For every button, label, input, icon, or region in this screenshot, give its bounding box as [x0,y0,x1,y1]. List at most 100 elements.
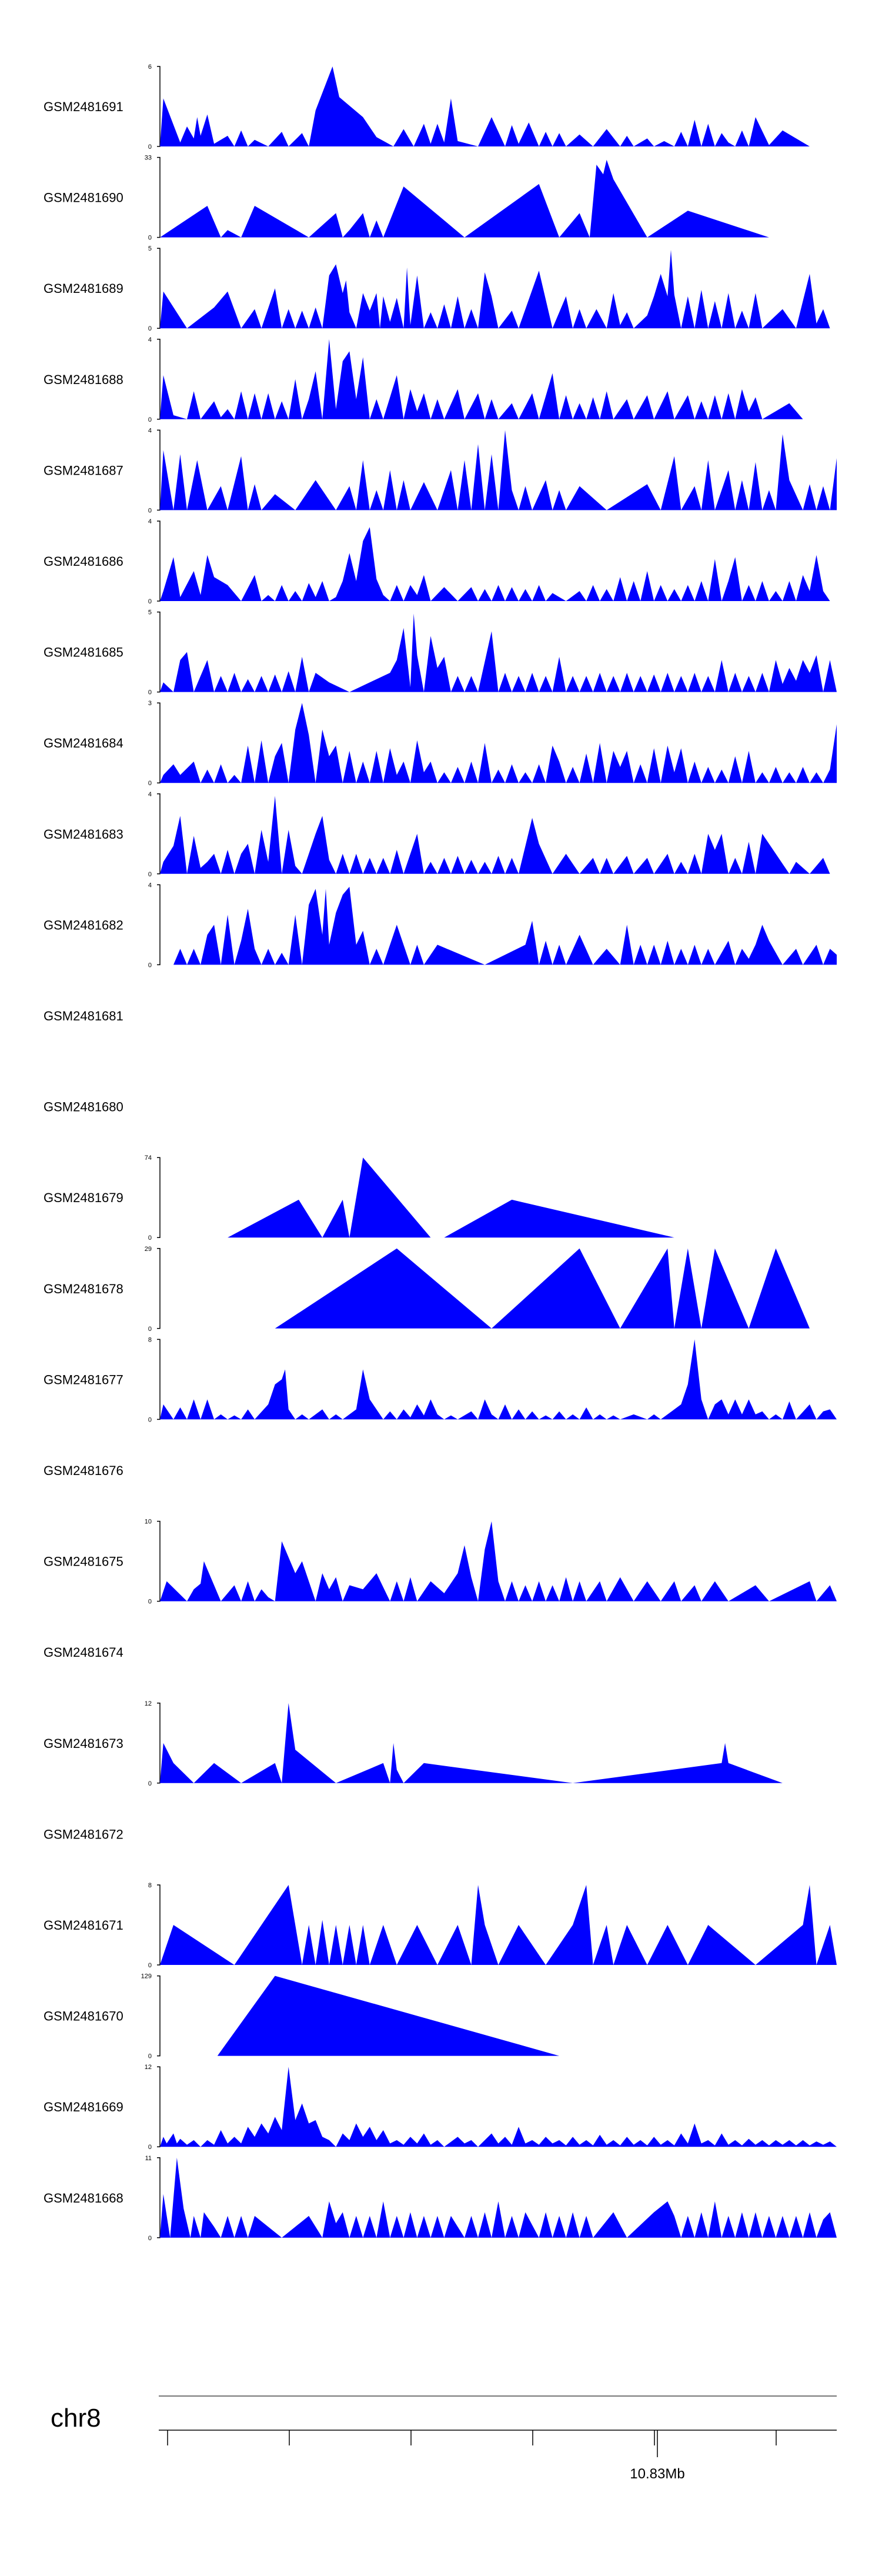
coverage-area [160,1339,837,1420]
track-ymin-label: 0 [148,507,152,514]
track-GSM2481677: GSM2481677 8 0 [44,1336,837,1423]
coverage-area [160,159,769,238]
track-ymin-label: 0 [148,962,152,969]
track-ymin-label: 0 [148,2053,152,2060]
coverage-area [275,1248,810,1329]
track-GSM2481676: GSM2481676 [44,1463,123,1478]
track-ymax-label: 33 [145,155,152,162]
track-y-axis [157,520,161,602]
track-label: GSM2481685 [44,645,123,660]
track-GSM2481673: GSM2481673 12 0 [44,1700,783,1787]
track-ymax-label: 10 [145,1519,152,1526]
track-ymax-label: 3 [148,700,152,707]
track-ymax-label: 12 [145,1700,152,1707]
track-GSM2481670: GSM2481670 129 0 [44,1973,560,2060]
track-y-axis [157,1157,161,1238]
track-label: GSM2481691 [44,99,123,114]
track-ymax-label: 4 [148,518,152,525]
genome-position-label: 10.83Mb [630,2466,684,2482]
track-label: GSM2481674 [44,1645,123,1660]
track-ymax-label: 4 [148,882,152,889]
track-ymax-label: 12 [145,2064,152,2071]
track-ymin-label: 0 [148,598,152,605]
coverage-area [160,249,830,329]
track-label: GSM2481682 [44,917,123,932]
track-ymax-label: 8 [148,1336,152,1343]
track-y-axis [157,156,161,238]
track-ymax-label: 6 [148,64,152,71]
track-ymin-label: 0 [148,1780,152,1787]
track-ymin-label: 0 [148,689,152,696]
coverage-area [217,1976,560,2056]
track-y-axis [157,1248,161,1329]
track-label: GSM2481683 [44,827,123,842]
track-GSM2481672: GSM2481672 [44,1827,123,1841]
coverage-area [160,703,837,783]
coverage-area [160,796,830,874]
track-ymax-label: 74 [145,1154,152,1162]
track-y-axis [157,339,161,420]
track-label: GSM2481676 [44,1463,123,1478]
track-GSM2481679: GSM2481679 74 0 [44,1154,674,1242]
track-ymin-label: 0 [148,1234,152,1242]
track-GSM2481681: GSM2481681 [44,1009,123,1023]
track-label: GSM2481681 [44,1009,123,1023]
genome-axis-ticks [167,2430,777,2457]
track-y-axis [157,1703,161,1784]
track-label: GSM2481675 [44,1554,123,1569]
track-ymax-label: 11 [145,2155,152,2162]
coverage-area [160,1703,783,1783]
track-y-axis [157,429,161,511]
chromosome-label: chr8 [51,2404,101,2432]
coverage-area [160,2157,837,2238]
track-GSM2481674: GSM2481674 [44,1645,123,1660]
coverage-tracks: GSM248169160GSM2481690330GSM248168950GSM… [44,64,837,2242]
track-GSM2481680: GSM2481680 [44,1100,123,1115]
track-y-axis [157,1975,161,2057]
track-GSM2481683: GSM2481683 4 0 [44,791,830,878]
coverage-area [160,430,837,510]
track-ymin-label: 0 [148,2144,152,2151]
track-ymax-label: 29 [145,1246,152,1253]
track-GSM2481686: GSM2481686 4 0 [44,518,830,605]
track-label: GSM2481686 [44,554,123,569]
coverage-area [160,613,837,692]
track-ymax-label: 129 [141,1973,152,1980]
track-GSM2481685: GSM2481685 5 0 [44,609,837,696]
track-y-axis [157,1884,161,1966]
track-GSM2481687: GSM2481687 4 0 [44,427,837,514]
track-ymax-label: 4 [148,791,152,798]
track-ymin-label: 0 [148,1416,152,1423]
track-GSM2481669: GSM2481669 12 0 [44,2064,837,2151]
coverage-area [160,1885,837,1965]
track-y-axis [157,702,161,783]
coverage-area [160,1521,837,1601]
track-GSM2481668: GSM2481668 11 0 [44,2155,837,2242]
track-GSM2481691: GSM2481691 6 0 [44,64,810,151]
track-label: GSM2481670 [44,2009,123,2024]
track-label: GSM2481687 [44,463,123,478]
coverage-area [228,1157,674,1238]
coverage-area [160,339,803,419]
track-ymin-label: 0 [148,871,152,878]
track-ymin-label: 0 [148,144,152,151]
track-ymax-label: 4 [148,336,152,343]
genome-axis: chr8 10.83Mb [51,2395,837,2482]
track-label: GSM2481671 [44,1918,123,1933]
track-GSM2481688: GSM2481688 4 0 [44,336,803,423]
track-GSM2481682: GSM2481682 4 0 [44,882,837,969]
track-label: GSM2481678 [44,1282,123,1296]
track-y-axis [157,1520,161,1602]
track-ymax-label: 8 [148,1882,152,1889]
track-label: GSM2481684 [44,736,123,750]
track-y-axis [157,884,161,966]
track-y-axis [157,1339,161,1420]
track-GSM2481671: GSM2481671 8 0 [44,1882,837,1969]
track-label: GSM2481688 [44,372,123,387]
track-y-axis [157,248,161,329]
track-GSM2481675: GSM2481675 10 0 [44,1519,837,1606]
track-GSM2481690: GSM2481690 33 0 [44,155,769,242]
track-label: GSM2481677 [44,1372,123,1387]
track-ymax-label: 5 [148,245,152,252]
